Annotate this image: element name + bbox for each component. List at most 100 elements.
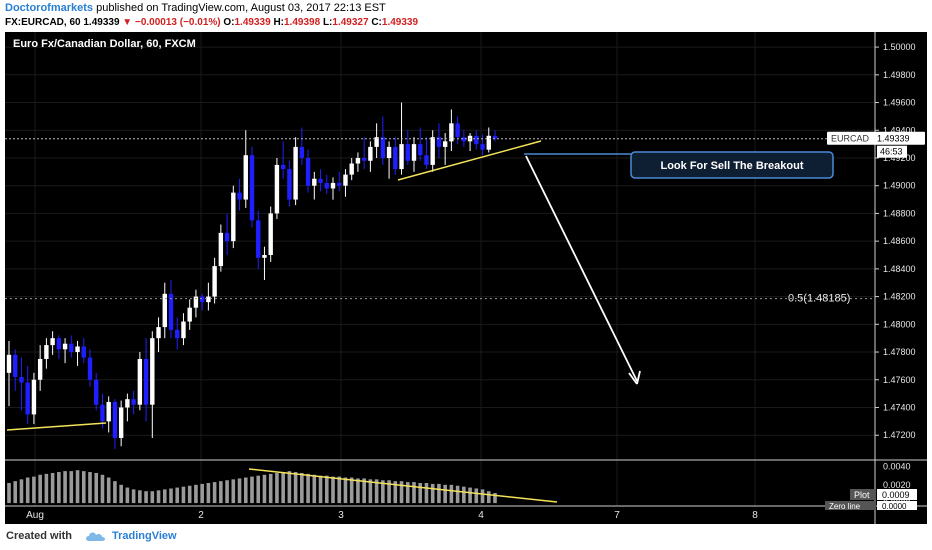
oscillator-bar: [349, 477, 354, 504]
chart-area[interactable]: 1.50000 1.49800 1.49600 1.49400 1.49200 1.490…: [5, 32, 927, 524]
candle: [44, 338, 49, 369]
candle: [19, 357, 24, 411]
tradingview-brand[interactable]: TradingView: [112, 530, 177, 542]
candle-body: [355, 157, 361, 164]
price-change: −0.00013 (−0.01%): [134, 17, 221, 28]
oscillator-bar: [206, 483, 211, 504]
candle: [243, 130, 248, 208]
oscillator-tick-label: 0.0020: [883, 480, 911, 490]
fib-level-label: 0.5(1.48185): [788, 293, 850, 305]
candle-body: [474, 135, 479, 145]
time-axis[interactable]: Aug 2 3 4 7 8: [26, 510, 758, 521]
candle-body: [249, 155, 255, 221]
candle: [187, 299, 192, 330]
candle: [31, 372, 37, 425]
candle-body: [237, 192, 242, 200]
price-tick-label: 1.48200: [883, 292, 916, 302]
candle-body: [75, 346, 80, 353]
chart-svg[interactable]: 1.50000 1.49800 1.49600 1.49400 1.49200 1.490…: [5, 32, 927, 524]
candle: [218, 224, 224, 272]
oscillator-bar: [94, 472, 99, 504]
candle-body: [424, 155, 429, 165]
oscillator-bar: [356, 478, 360, 504]
candle-body: [337, 182, 342, 186]
oscillator-bar: [312, 474, 317, 504]
candle-body: [262, 255, 267, 258]
price-tick-label: 1.47800: [883, 347, 916, 357]
candle: [355, 152, 361, 172]
support-trendline-left[interactable]: [6, 422, 107, 431]
oscillator-histogram: [7, 470, 497, 504]
price-tick-label: 1.49200: [883, 153, 916, 163]
candle-body: [19, 376, 24, 383]
projection-arrow-shaft[interactable]: [525, 155, 638, 382]
candle: [368, 141, 373, 172]
oscillator-bar: [219, 481, 223, 504]
price-tag: EURCAD 1.49339 46:53: [827, 131, 925, 158]
price-axis[interactable]: 1.50000 1.49800 1.49600 1.49400 1.49200 1.490…: [875, 42, 916, 440]
oscillator-bar: [306, 473, 310, 504]
oscillator-bar: [493, 493, 497, 504]
candle-body: [243, 155, 248, 200]
oscillator-bar: [474, 488, 479, 504]
price-tick-label: 1.50000: [883, 42, 916, 52]
candle-body: [137, 358, 143, 405]
oscillator-bar: [281, 472, 285, 504]
oscillator-bar: [405, 482, 410, 504]
candle: [411, 137, 417, 172]
oscillator-bar: [13, 481, 18, 504]
candle-body: [81, 346, 86, 358]
oscillator-bar: [106, 477, 111, 504]
oscillator-bar: [50, 472, 55, 504]
candle-body: [330, 182, 336, 189]
candle: [312, 171, 317, 200]
candle-body: [181, 321, 186, 339]
candle: [237, 178, 242, 211]
candle: [299, 127, 305, 165]
price-tick-label: 1.49800: [883, 70, 916, 80]
oscillator-divergence-line[interactable]: [248, 468, 558, 503]
candle-body: [50, 338, 55, 346]
oscillator-bar: [387, 480, 391, 504]
oscillator-bar: [393, 481, 398, 504]
time-tick-label: 8: [752, 510, 758, 521]
candle: [480, 134, 485, 156]
oscillator-bar: [468, 487, 472, 504]
oscillator-bar: [32, 476, 36, 504]
candle: [424, 137, 429, 170]
candle: [199, 293, 205, 311]
candle-body: [436, 137, 442, 147]
author-link[interactable]: Doctorofmarkets: [5, 2, 94, 14]
oscillator-bar: [57, 472, 61, 504]
oscillator-bar: [256, 475, 261, 504]
price-tick-label: 1.48400: [883, 264, 916, 274]
candle-body: [318, 178, 323, 183]
low-value: 1.49327: [332, 17, 369, 28]
oscillator-bar: [368, 479, 373, 504]
zero-line-tag: Zero line 0.0000: [825, 501, 917, 511]
plot-value: 0.0009: [882, 490, 910, 500]
publish-info: published on TradingView.com, August 03,…: [96, 2, 386, 14]
oscillator-bar: [275, 472, 279, 504]
candle: [25, 365, 30, 425]
candle: [293, 137, 298, 206]
time-tick-label: Aug: [26, 510, 44, 521]
oscillator-bar: [462, 486, 466, 504]
support-trendline-wedge[interactable]: [397, 140, 542, 181]
candle-body: [287, 169, 292, 200]
candle-body: [480, 144, 485, 150]
candle-body: [69, 343, 74, 353]
callout-box[interactable]: Look For Sell The Breakout: [630, 151, 834, 179]
candle-body: [125, 399, 130, 408]
close-label: C:: [371, 17, 382, 28]
oscillator-bar: [187, 485, 192, 504]
candle-body: [6, 354, 12, 373]
oscillator-bar: [337, 476, 342, 504]
arrow-head-icon: [628, 370, 641, 385]
candle: [337, 171, 342, 192]
candle: [455, 116, 460, 145]
oscillator-bar: [75, 470, 80, 504]
candle: [249, 146, 255, 228]
candle: [461, 130, 467, 147]
oscillator-bar: [175, 487, 180, 504]
